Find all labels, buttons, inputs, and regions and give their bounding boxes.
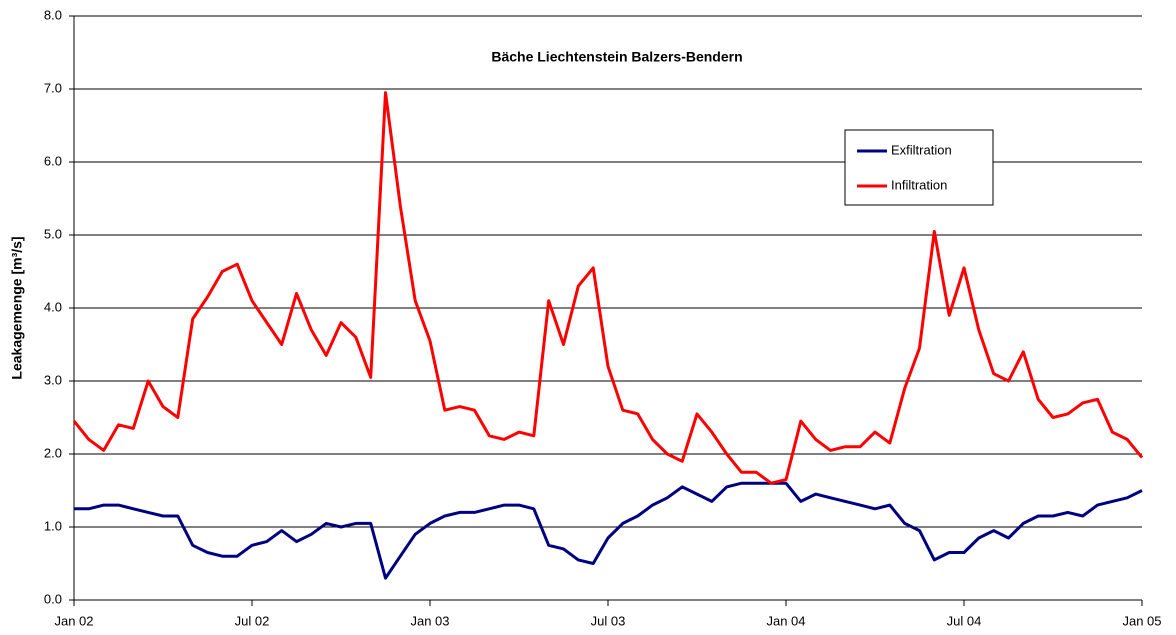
series-line [72, 91, 1144, 485]
legend-label: Infiltration [891, 177, 947, 192]
y-tick-label: 4.0 [44, 299, 62, 314]
x-tick-label: Jan 02 [54, 613, 93, 628]
y-tick-label: 6.0 [44, 153, 62, 168]
chart-title: Bäche Liechtenstein Balzers-Bendern [491, 49, 742, 65]
y-tick-label: 0.0 [44, 591, 62, 606]
y-tick-label: 8.0 [44, 7, 62, 22]
series-line [74, 481, 1143, 580]
legend-box [844, 129, 994, 206]
y-tick-label: 7.0 [44, 80, 62, 95]
y-tick-label: 1.0 [44, 518, 62, 533]
legend-label: Exfiltration [891, 142, 952, 157]
x-tick-label: Jan 04 [766, 613, 805, 628]
x-tick-label: Jul 03 [591, 613, 626, 628]
y-axis-label: Leakagemenge [m³/s] [9, 236, 25, 379]
x-tick-label: Jan 03 [410, 613, 449, 628]
x-tick-label: Jan 05 [1122, 613, 1161, 628]
x-tick-label: Jul 02 [235, 613, 270, 628]
y-tick-label: 3.0 [44, 372, 62, 387]
x-tick-label: Jul 04 [947, 613, 982, 628]
y-tick-label: 5.0 [44, 226, 62, 241]
y-tick-label: 2.0 [44, 445, 62, 460]
